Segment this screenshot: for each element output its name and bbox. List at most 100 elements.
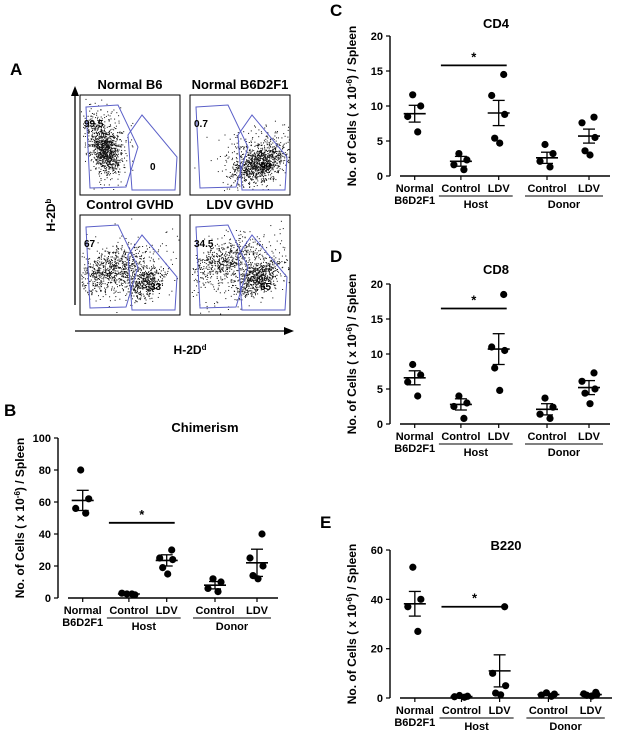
flow-plot-events — [81, 218, 180, 313]
flow-gate-upper-pct: 34.5 — [194, 239, 214, 250]
data-point — [460, 166, 468, 174]
series-1 — [71, 466, 94, 517]
flow-gate-upper — [195, 104, 249, 189]
panel-letter: C — [330, 1, 342, 20]
data-point — [169, 556, 177, 564]
y-tick-label: 20 — [39, 561, 51, 573]
panel-letter: D — [330, 247, 342, 266]
data-point — [409, 91, 417, 99]
flow-plot-title: Normal B6D2F1 — [192, 77, 289, 92]
flow-plot: Normal B6D2F1 0.7 99 — [189, 77, 291, 196]
data-point — [246, 554, 254, 562]
data-point — [209, 575, 217, 583]
series-5 — [246, 530, 268, 583]
flow-plot-title: Normal B6 — [97, 77, 162, 92]
flow-gate-lower-pct: 99 — [260, 162, 272, 173]
data-point — [489, 669, 497, 677]
data-point — [591, 385, 599, 393]
flow-gate-upper-pct: 99.5 — [84, 119, 104, 130]
category-label: Control — [527, 431, 566, 443]
category-label: B6D2F1 — [394, 195, 435, 207]
data-point — [258, 530, 266, 538]
chart-panel-b: B Chimerism 0 20 40 60 80 100 No. of Cells ( x 1… — [4, 401, 278, 633]
series-4 — [537, 689, 560, 700]
series-2 — [449, 150, 472, 174]
y-tick-label: 60 — [371, 545, 383, 557]
data-point — [417, 595, 425, 603]
y-tick-label: 10 — [371, 349, 383, 361]
chart-panel-d: D CD8 0 5 10 15 20 No. of Cells ( x 10-6) / Spl… — [330, 247, 610, 459]
data-point — [128, 590, 136, 598]
data-point — [581, 389, 589, 397]
data-point — [549, 150, 557, 158]
panel-a-y-arrowhead — [71, 86, 79, 96]
data-point — [578, 119, 586, 127]
category-label: LDV — [246, 605, 269, 617]
data-point — [586, 151, 594, 159]
data-point — [409, 563, 417, 571]
chart-panel-c: C CD4 0 5 10 15 20 No. of Cells ( x 10-6) / Spl… — [330, 1, 610, 211]
data-point — [501, 110, 509, 118]
chart-title: Chimerism — [171, 420, 238, 435]
data-point — [254, 575, 262, 583]
category-label: Control — [529, 705, 568, 717]
category-label: Control — [527, 183, 566, 195]
chart-title: CD8 — [483, 262, 509, 277]
series-3 — [487, 70, 510, 147]
series-4 — [536, 140, 558, 171]
y-axis-label: No. of Cells ( x 10-6) / Spleen — [345, 544, 360, 705]
data-point — [536, 410, 544, 418]
data-point — [541, 394, 549, 402]
data-point — [259, 562, 267, 570]
y-tick-label: 0 — [377, 171, 383, 183]
category-label: Control — [441, 431, 480, 443]
y-tick-label: 40 — [39, 529, 51, 541]
flow-plot-frame — [189, 94, 291, 196]
data-point — [547, 692, 556, 700]
panel-a-x-label: H-2Dd — [174, 343, 207, 358]
panel-a-x-arrowhead — [284, 327, 294, 335]
data-point — [404, 112, 412, 121]
data-point — [546, 163, 554, 171]
data-point — [586, 400, 594, 408]
data-point — [537, 691, 546, 699]
data-point — [502, 682, 510, 690]
significance-marker: * — [471, 293, 477, 308]
panel-letter: B — [4, 401, 16, 420]
category-label: Normal — [396, 431, 434, 443]
group-label: Donor — [548, 447, 581, 459]
category-label: Control — [195, 605, 234, 617]
category-label: LDV — [580, 705, 603, 717]
data-point — [414, 627, 422, 636]
series-2 — [449, 392, 472, 422]
group-label: Host — [464, 199, 489, 211]
group-label: Host — [132, 621, 157, 633]
data-point — [500, 290, 508, 299]
category-label: B6D2F1 — [394, 443, 435, 455]
chart-title: B220 — [490, 538, 521, 553]
category-label: B6D2F1 — [394, 717, 435, 729]
flow-plot-title: Control GVHD — [86, 197, 173, 212]
chart-panel-e: E B220 0 20 40 60 No. of Cells ( x 10-6) / Spl… — [320, 513, 612, 732]
data-point — [496, 139, 504, 147]
data-point — [591, 133, 599, 142]
panel-letter: E — [320, 513, 331, 532]
group-label: Host — [464, 721, 489, 732]
series-4 — [536, 394, 558, 422]
data-point — [450, 402, 458, 411]
data-point — [546, 414, 554, 422]
data-point — [500, 70, 508, 79]
flow-plot-events — [81, 98, 134, 190]
data-point — [578, 377, 586, 385]
flow-gate-upper-pct: 0.7 — [194, 119, 208, 130]
series-3 — [487, 290, 510, 394]
data-point — [541, 140, 549, 149]
y-tick-label: 15 — [371, 66, 383, 78]
category-label: B6D2F1 — [62, 617, 103, 629]
series-4 — [204, 575, 226, 596]
panel-a-letter: A — [10, 60, 22, 79]
series-5 — [579, 688, 602, 700]
significance-marker: * — [472, 591, 478, 606]
category-label: LDV — [489, 705, 512, 717]
y-axis-label: No. of Cells ( x 10-6) / Spleen — [13, 438, 28, 599]
